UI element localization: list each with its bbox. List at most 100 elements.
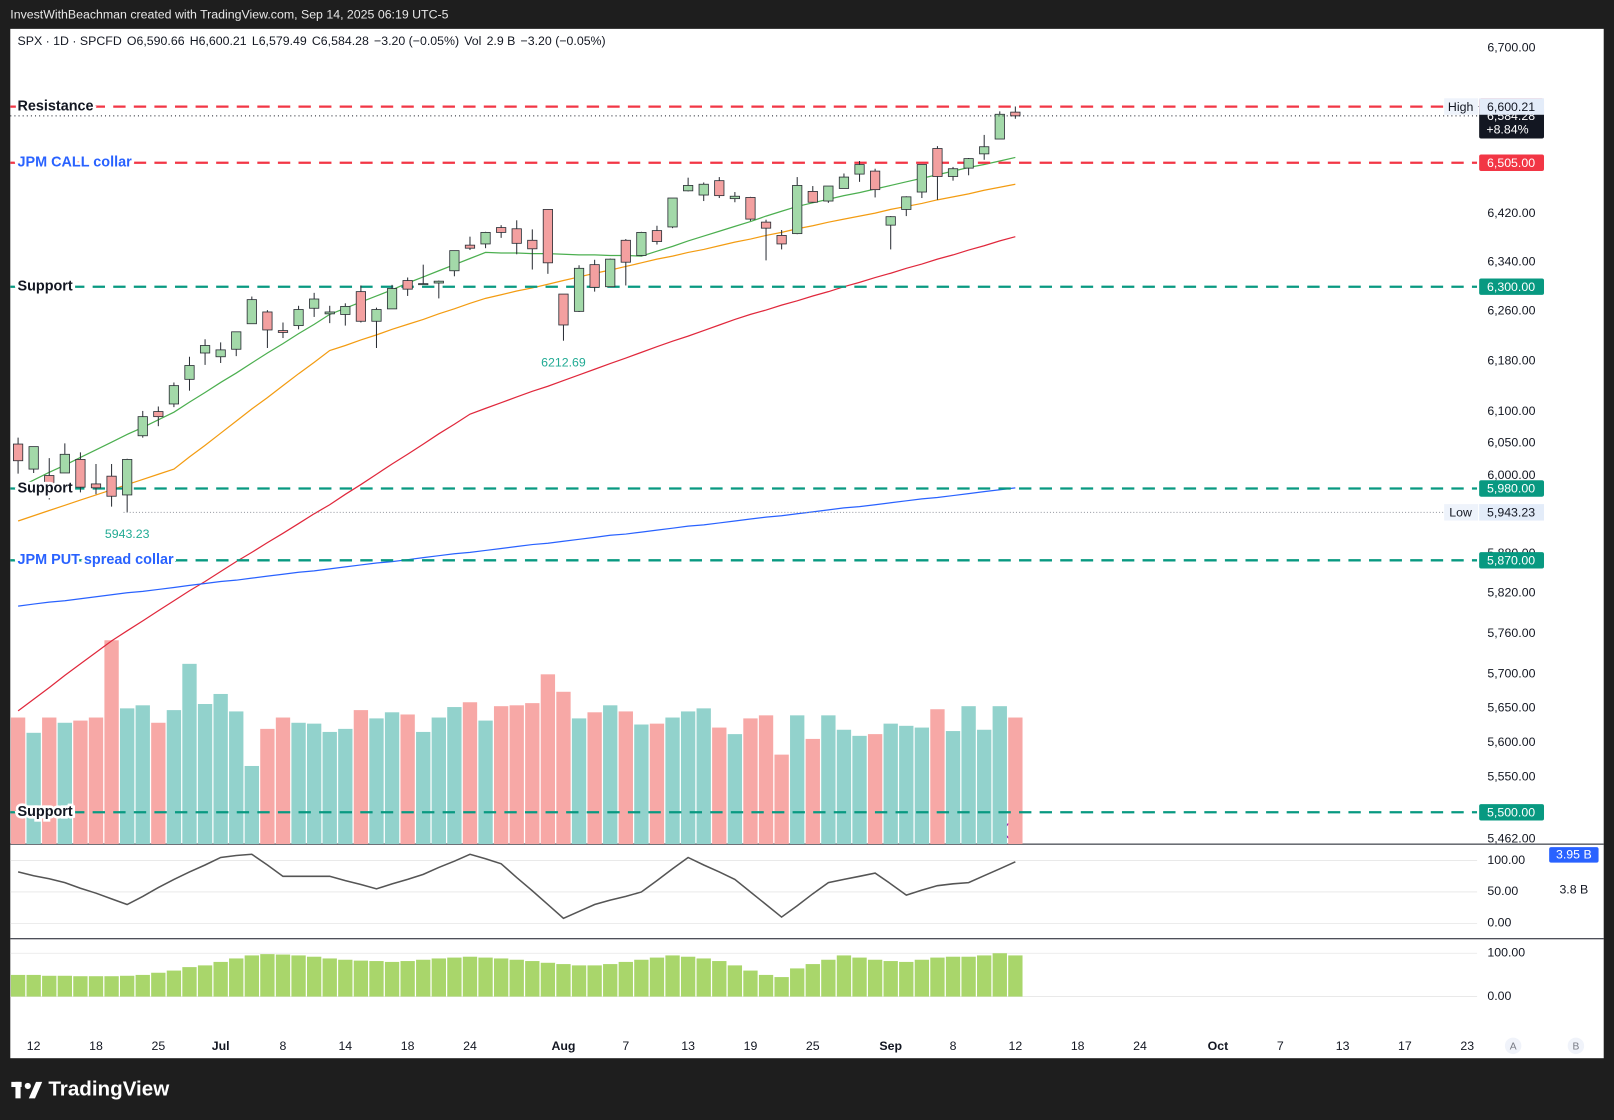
candle-body <box>153 411 164 418</box>
badge: 3.8 B <box>1559 883 1588 897</box>
y-tick-label: 6,420.00 <box>1487 206 1535 220</box>
y-tick-label: 5,600.00 <box>1487 735 1535 749</box>
volume-bar <box>649 723 665 845</box>
histogram-bar <box>821 959 836 997</box>
candle-body <box>714 180 725 197</box>
candle-body <box>760 221 772 229</box>
volume-bar <box>447 707 462 845</box>
volume-bar <box>821 715 836 845</box>
level-label: JPM PUT spread collar <box>17 552 174 568</box>
histogram-bar <box>790 968 805 997</box>
histogram-bar <box>275 954 291 997</box>
candle-body <box>496 227 507 233</box>
histogram-bar <box>696 958 711 997</box>
price-pane <box>10 105 1478 845</box>
x-tick-label: 12 <box>27 1039 41 1053</box>
last-price-box <box>1479 107 1545 139</box>
volume-bar <box>899 725 914 845</box>
histogram-bar <box>618 961 633 997</box>
volume-bar <box>540 674 556 845</box>
y-tick-label: 0.00 <box>1487 989 1511 1003</box>
histogram-bar <box>774 977 789 997</box>
volume-bar <box>431 717 446 845</box>
x-tick-label: 7 <box>1277 1039 1284 1053</box>
volume-bar <box>260 728 275 845</box>
legend-item: Vol <box>464 35 481 49</box>
scale-button[interactable] <box>1504 1037 1522 1055</box>
histogram-bar <box>977 955 992 997</box>
volume-bar <box>73 720 88 845</box>
level-value-label: 5,500.00 <box>1487 806 1535 820</box>
volume-bar <box>275 717 291 845</box>
candle-body <box>324 311 335 315</box>
histogram-bar <box>197 965 213 997</box>
chart-area <box>10 28 1604 1059</box>
volume-bar <box>836 729 852 845</box>
level-value-label: 5,980.00 <box>1487 482 1535 496</box>
candle-body <box>262 311 273 331</box>
scale-button[interactable] <box>1567 1037 1585 1055</box>
legend-item: O6,590.66 <box>127 35 185 49</box>
volume-bar <box>197 704 213 845</box>
candle-body <box>106 475 117 497</box>
y-tick-label: 6,260.00 <box>1487 304 1535 318</box>
candle-body <box>122 459 133 496</box>
candle-body <box>137 416 148 437</box>
y-tick-label: 6,100.00 <box>1487 404 1535 418</box>
volume-bar <box>182 663 197 845</box>
volume-bar <box>618 711 633 845</box>
volume-bar <box>88 717 104 845</box>
histogram-bar <box>867 959 883 997</box>
candle-body <box>901 196 912 210</box>
histogram-bar <box>135 974 150 997</box>
volume-bar <box>369 718 384 845</box>
volume-bar <box>992 706 1007 845</box>
x-tick-label: 24 <box>1133 1039 1147 1053</box>
x-tick-label: 8 <box>280 1039 287 1053</box>
candle-body <box>838 176 850 189</box>
y-tick-label: 0.00 <box>1487 916 1511 930</box>
volume-bar <box>478 720 493 845</box>
y-tick-label: 100.00 <box>1487 946 1525 960</box>
low-annotation: 6212.69 <box>541 356 586 370</box>
histogram-bar <box>291 955 306 997</box>
candle-body <box>215 349 226 358</box>
candle-body <box>90 483 102 489</box>
volume-bar <box>338 728 353 845</box>
y-tick-label: 5,700.00 <box>1487 666 1535 680</box>
volume-bar <box>930 709 945 845</box>
candle-body <box>729 195 740 200</box>
volume-bar <box>119 708 135 845</box>
candle-body <box>44 475 55 491</box>
candle-body <box>371 309 382 322</box>
candle-body <box>854 164 865 175</box>
candle-body <box>792 185 803 235</box>
histogram-bar <box>244 955 259 997</box>
volume-bar <box>306 723 322 845</box>
volume-bar <box>229 711 244 845</box>
histogram-bar <box>416 959 431 997</box>
candle-body <box>402 280 413 290</box>
volume-bar <box>758 715 774 845</box>
candle-body <box>386 288 398 310</box>
marker-value-box <box>1479 504 1545 521</box>
candle-body <box>527 239 538 250</box>
candle-body <box>870 170 881 191</box>
marker-name-box <box>1444 98 1479 115</box>
level-value-box <box>1479 804 1545 821</box>
scale-button-label[interactable]: B <box>1572 1042 1579 1053</box>
volume-bar <box>322 731 337 845</box>
histogram-bar <box>353 960 369 997</box>
candle-body <box>979 146 990 155</box>
histogram-bar <box>493 958 509 997</box>
scale-button-label[interactable]: A <box>1510 1042 1517 1053</box>
x-tick-label: 24 <box>463 1039 477 1053</box>
volume-bar <box>135 705 150 845</box>
histogram-bar <box>384 961 400 997</box>
candle-body <box>885 216 896 226</box>
histogram-bar <box>805 964 820 997</box>
candle-body <box>683 185 694 192</box>
volume-bar <box>42 717 57 845</box>
legend-item: H6,600.21 <box>190 35 247 49</box>
